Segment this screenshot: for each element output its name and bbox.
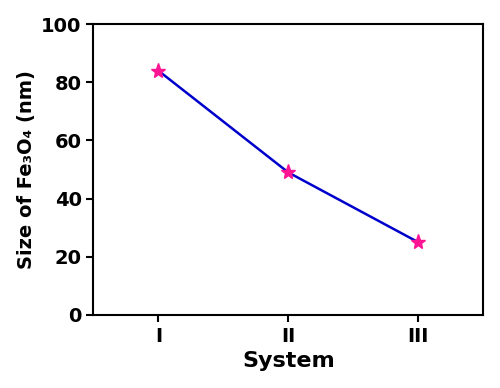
Y-axis label: Size of Fe₃O₄ (nm): Size of Fe₃O₄ (nm) [16, 70, 36, 269]
X-axis label: System: System [242, 351, 334, 371]
